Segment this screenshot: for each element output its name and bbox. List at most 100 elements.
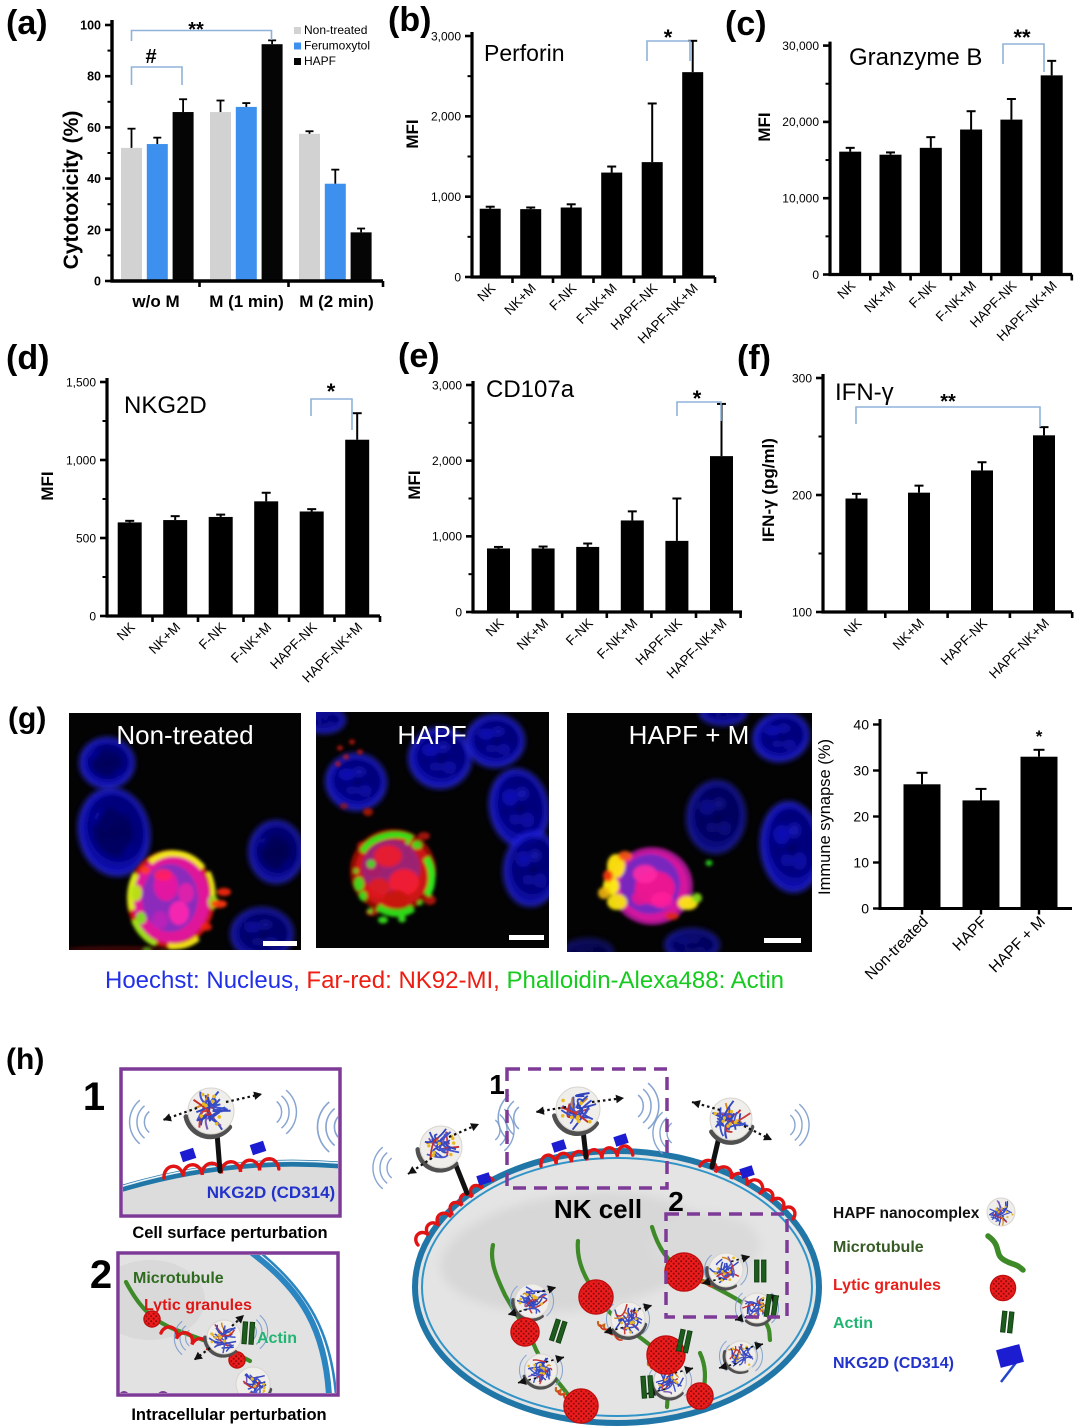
- svg-text:60: 60: [87, 121, 101, 135]
- svg-text:10: 10: [853, 855, 869, 871]
- svg-text:Immune synapse (%): Immune synapse (%): [816, 739, 834, 895]
- svg-text:IFN-γ (pg/ml): IFN-γ (pg/ml): [759, 438, 778, 542]
- svg-text:HAPF + M: HAPF + M: [986, 913, 1049, 976]
- svg-text:MFI: MFI: [755, 112, 774, 141]
- svg-text:0: 0: [812, 268, 819, 282]
- svg-text:*: *: [693, 386, 702, 411]
- svg-text:3,000: 3,000: [432, 378, 462, 392]
- svg-text:Microtubule: Microtubule: [833, 1239, 924, 1256]
- svg-text:80: 80: [87, 70, 101, 84]
- svg-text:100: 100: [80, 19, 101, 33]
- svg-text:#: #: [145, 46, 156, 68]
- svg-text:F-NK+M: F-NK+M: [228, 620, 274, 666]
- svg-text:HAPF nanocomplex: HAPF nanocomplex: [833, 1205, 980, 1222]
- svg-text:NKG2D (CD314): NKG2D (CD314): [207, 1183, 335, 1202]
- svg-text:Granzyme B: Granzyme B: [849, 44, 982, 71]
- svg-text:IFN-γ: IFN-γ: [835, 379, 894, 406]
- svg-text:10,000: 10,000: [782, 192, 819, 206]
- svg-text:MFI: MFI: [403, 119, 422, 148]
- svg-text:1,000: 1,000: [432, 530, 462, 544]
- svg-text:20: 20: [87, 223, 101, 237]
- svg-text:(g): (g): [8, 702, 46, 735]
- svg-text:40: 40: [853, 717, 869, 733]
- svg-text:2,000: 2,000: [432, 454, 462, 468]
- svg-text:NK cell: NK cell: [554, 1194, 642, 1224]
- svg-text:300: 300: [792, 371, 812, 385]
- svg-text:CD107a: CD107a: [486, 376, 575, 403]
- svg-text:Non-treated: Non-treated: [304, 23, 367, 37]
- svg-text:**: **: [188, 19, 204, 41]
- svg-text:**: **: [940, 391, 956, 413]
- svg-text:1: 1: [489, 1069, 505, 1100]
- svg-text:1,500: 1,500: [66, 375, 96, 389]
- svg-text:NK+M: NK+M: [861, 278, 898, 315]
- svg-text:0: 0: [94, 275, 101, 289]
- svg-text:Perforin: Perforin: [484, 40, 565, 66]
- svg-text:(e): (e): [398, 337, 440, 375]
- svg-text:*: *: [327, 379, 336, 404]
- svg-text:HAPF: HAPF: [397, 720, 466, 750]
- svg-text:M (1 min): M (1 min): [209, 292, 284, 311]
- svg-text:NK+M: NK+M: [890, 616, 927, 653]
- svg-text:0: 0: [861, 901, 869, 917]
- svg-text:(d): (d): [6, 339, 49, 377]
- svg-text:1: 1: [83, 1075, 105, 1119]
- svg-text:NK: NK: [114, 620, 138, 644]
- svg-text:(c): (c): [725, 5, 767, 43]
- svg-text:Cell surface perturbation: Cell surface perturbation: [132, 1224, 327, 1242]
- svg-text:100: 100: [792, 605, 812, 619]
- svg-text:HAPF-NK: HAPF-NK: [938, 616, 991, 669]
- svg-text:**: **: [1013, 25, 1031, 50]
- svg-text:M (2 min): M (2 min): [299, 292, 374, 311]
- svg-text:1,000: 1,000: [431, 190, 461, 204]
- svg-text:Lytic granules: Lytic granules: [144, 1297, 252, 1314]
- svg-text:*: *: [1036, 727, 1043, 746]
- svg-text:Actin: Actin: [257, 1330, 297, 1347]
- svg-text:2: 2: [90, 1253, 112, 1297]
- svg-text:30: 30: [853, 763, 869, 779]
- svg-text:NK: NK: [834, 278, 858, 302]
- svg-text:NK+M: NK+M: [514, 616, 551, 653]
- svg-text:0: 0: [455, 605, 462, 619]
- svg-text:30,000: 30,000: [782, 39, 819, 53]
- svg-text:Non-treated: Non-treated: [116, 720, 253, 750]
- svg-text:Lytic granules: Lytic granules: [833, 1277, 941, 1294]
- svg-text:Non-treated: Non-treated: [862, 913, 932, 983]
- svg-text:*: *: [664, 25, 673, 50]
- svg-text:(f): (f): [737, 339, 771, 377]
- svg-text:0: 0: [454, 270, 461, 284]
- svg-text:MFI: MFI: [405, 470, 424, 499]
- svg-text:Hoechst: Nucleus, Far-red: NK: Hoechst: Nucleus, Far-red: NK92-MI, Phal…: [105, 967, 784, 994]
- svg-text:(h): (h): [6, 1043, 44, 1076]
- svg-text:40: 40: [87, 172, 101, 186]
- svg-text:Intracellular perturbation: Intracellular perturbation: [131, 1406, 326, 1424]
- svg-text:F-NK: F-NK: [546, 281, 579, 314]
- svg-text:3,000: 3,000: [431, 29, 461, 43]
- svg-text:HAPF: HAPF: [304, 54, 336, 68]
- svg-text:NKG2D: NKG2D: [124, 392, 207, 419]
- svg-text:Ferumoxytol: Ferumoxytol: [304, 39, 370, 53]
- svg-text:MFI: MFI: [38, 471, 57, 500]
- svg-text:1,000: 1,000: [66, 453, 96, 467]
- svg-text:NK: NK: [841, 616, 865, 640]
- svg-text:NKG2D (CD314): NKG2D (CD314): [833, 1355, 954, 1372]
- svg-text:(b): (b): [388, 1, 431, 39]
- svg-text:20: 20: [853, 809, 869, 825]
- svg-text:0: 0: [89, 609, 96, 623]
- svg-text:2: 2: [668, 1186, 684, 1217]
- svg-text:w/o M: w/o M: [131, 292, 179, 311]
- svg-text:20,000: 20,000: [782, 115, 819, 129]
- svg-text:F-NK: F-NK: [563, 616, 596, 649]
- svg-text:NK: NK: [474, 281, 498, 305]
- svg-text:F-NK+M: F-NK+M: [594, 616, 640, 662]
- svg-text:Cytotoxicity (%): Cytotoxicity (%): [60, 111, 83, 270]
- svg-text:200: 200: [792, 488, 812, 502]
- svg-text:HAPF: HAPF: [950, 913, 991, 954]
- svg-text:500: 500: [76, 531, 96, 545]
- svg-text:NK: NK: [483, 616, 507, 640]
- svg-text:Actin: Actin: [833, 1315, 873, 1332]
- svg-text:NK+M: NK+M: [501, 281, 538, 318]
- svg-text:Microtubule: Microtubule: [133, 1270, 224, 1287]
- svg-text:(a): (a): [6, 4, 48, 42]
- svg-text:HAPF-NK+M: HAPF-NK+M: [986, 616, 1052, 682]
